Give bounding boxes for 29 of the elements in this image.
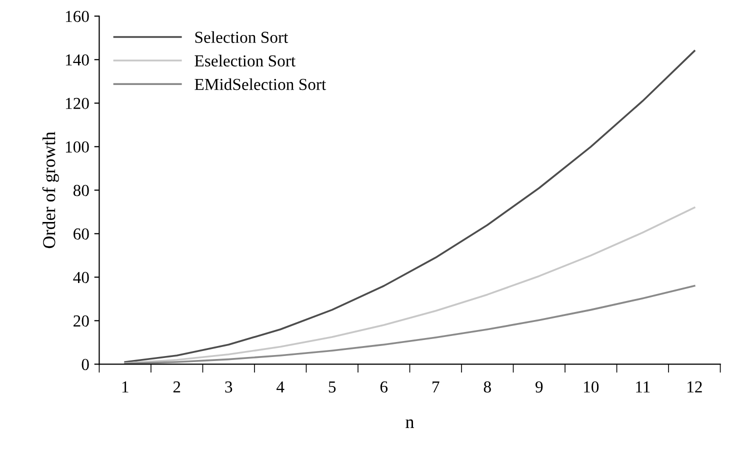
legend-label: Eselection Sort [194, 54, 296, 67]
x-tick-label: 5 [328, 382, 336, 393]
y-tick-label: 20 [74, 315, 89, 327]
line-series [124, 50, 696, 363]
y-tick-label: 60 [74, 228, 89, 240]
line-series [124, 206, 696, 364]
x-tick-label: 9 [536, 381, 543, 393]
y-axis-title: Order of growth [42, 132, 59, 248]
line-series [124, 284, 696, 364]
y-tick-label: 0 [82, 358, 89, 370]
y-tick-label: 120 [66, 98, 89, 110]
x-tick-label: 8 [484, 381, 491, 393]
y-tick-label: 40 [73, 272, 89, 284]
x-tick-label: 7 [432, 382, 440, 392]
x-tick-label: 2 [173, 381, 180, 392]
y-tick-label: 160 [66, 10, 89, 22]
x-tick-label: 10 [584, 381, 599, 393]
y-tick-label: 100 [66, 141, 89, 153]
y-tick-label: 140 [66, 54, 89, 66]
x-tick-label: 6 [380, 381, 388, 393]
x-tick-label: 4 [276, 381, 284, 392]
y-tick-label: 80 [73, 184, 89, 196]
x-tick-label: 3 [225, 381, 232, 393]
x-axis-title: n [406, 419, 414, 428]
x-tick-label: 1 [122, 381, 128, 392]
x-tick-label: 12 [688, 381, 702, 392]
x-tick-label: 11 [636, 381, 650, 392]
legend-label: Selection Sort [195, 31, 288, 43]
legend-label: EMidSelection Sort [194, 78, 326, 90]
